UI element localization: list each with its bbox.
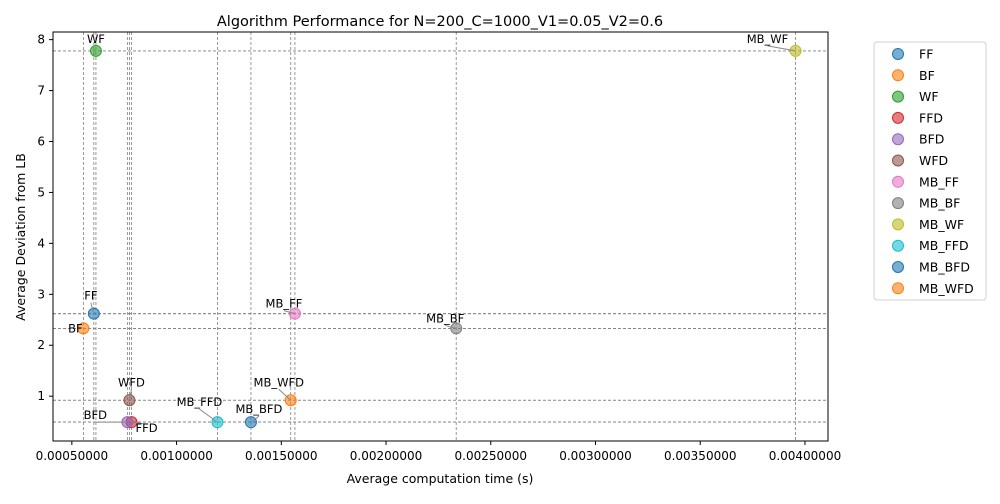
annotation-arrow-mb-wf <box>767 45 796 52</box>
legend-box <box>873 41 987 301</box>
x-tick-label: 0.00300000 <box>559 449 632 463</box>
legend-marker-mb-wf <box>892 218 904 231</box>
x-tick-label: 0.00150000 <box>245 449 318 463</box>
legend-label-mb-bfd: MB_BFD <box>919 260 970 275</box>
legend-marker-mb-ffd <box>892 239 904 252</box>
legend-label-mb-ff: MB_FF <box>919 174 959 189</box>
annotation-arrow-mb-bf <box>445 324 457 329</box>
annotation-arrow-mb-ffd <box>199 408 218 423</box>
legend-marker-ff <box>892 48 904 60</box>
legend: FF BF WF FFD BFD WFD MB_FF MB_BF MB_WF MB_FFD MB_B… <box>873 41 987 301</box>
chart-title: Algorithm Performance for N=200_C=1000_V… <box>217 14 663 30</box>
annotation-arrow-mb-bfd <box>250 415 260 423</box>
point-bf <box>77 322 90 335</box>
point-annotations: FF BF WF FFD BFD WFD MB_FF MB_BF MB_WF MB_FFD MB_B… <box>68 32 796 435</box>
annotation-bfd: BFD <box>84 408 108 422</box>
annotation-wfd: WFD <box>118 375 145 389</box>
reference-lines <box>53 32 828 441</box>
legend-label-mb-wfd: MB_WFD <box>919 281 974 296</box>
y-tick-label: 8 <box>37 33 45 47</box>
y-axis-label: Average Deviation from LB <box>13 153 28 321</box>
legend-marker-bfd <box>892 133 904 146</box>
legend-marker-mb-bfd <box>892 261 904 273</box>
y-tick-label: 7 <box>37 84 45 98</box>
annotation-wf: WF <box>87 32 105 46</box>
legend-marker-wfd <box>892 154 904 167</box>
legend-label-wfd: WFD <box>919 153 948 168</box>
annotation-arrow-mb-wfd <box>278 388 292 401</box>
annotation-mb-wf: MB_WF <box>747 32 789 46</box>
y-tick-label: 1 <box>37 389 45 403</box>
x-axis-label: Average computation time (s) <box>347 471 534 486</box>
y-tick-label: 5 <box>37 185 45 199</box>
annotation-mb-ff: MB_FF <box>266 297 303 311</box>
annotation-ff: FF <box>84 289 97 303</box>
annotation-mb-wfd: MB_WFD <box>254 375 305 389</box>
legend-label-mb-wf: MB_WF <box>919 217 964 232</box>
y-tick-label: 2 <box>37 338 45 352</box>
legend-label-wf: WF <box>919 89 939 104</box>
annotation-mb-ffd: MB_FFD <box>177 395 223 409</box>
x-tick-label: 0.00250000 <box>455 449 528 463</box>
x-tick-label: 0.00050000 <box>36 449 109 463</box>
y-axis-ticks: 1 2 3 4 5 6 7 8 <box>37 33 53 403</box>
legend-marker-bf <box>892 69 904 82</box>
y-tick-label: 6 <box>37 135 45 149</box>
legend-label-ff: FF <box>919 47 933 62</box>
legend-marker-ffd <box>892 111 904 124</box>
annotation-ffd: FFD <box>136 421 158 435</box>
legend-label-bfd: BFD <box>919 132 944 147</box>
legend-label-mb-ffd: MB_FFD <box>919 238 969 253</box>
x-tick-label: 0.00200000 <box>350 449 423 463</box>
legend-label-mb-bf: MB_BF <box>919 196 960 211</box>
point-wf <box>89 44 102 57</box>
plot-frame <box>52 31 829 442</box>
annotation-arrow-ff <box>90 302 95 314</box>
x-tick-label: 0.00100000 <box>140 449 213 463</box>
legend-label-ffd: FFD <box>919 110 943 125</box>
legend-marker-wf <box>892 90 904 103</box>
legend-marker-mb-bf <box>892 197 904 210</box>
x-axis-ticks: 0.00050000 0.00100000 0.00150000 0.00200000… <box>36 441 842 463</box>
x-tick-label: 0.00350000 <box>664 449 737 463</box>
y-tick-label: 3 <box>37 287 45 301</box>
annotation-mb-bfd: MB_BFD <box>235 402 282 416</box>
annotation-arrow-mb-ff <box>283 310 296 315</box>
y-tick-label: 4 <box>37 236 45 250</box>
legend-marker-mb-ff <box>892 175 904 188</box>
data-points <box>77 44 802 429</box>
legend-label-bf: BF <box>919 68 935 83</box>
x-tick-label: 0.00400000 <box>769 449 842 463</box>
legend-marker-mb-wfd <box>892 282 904 295</box>
annotation-mb-bf: MB_BF <box>426 311 464 325</box>
annotation-arrow-ffd <box>131 421 147 425</box>
annotation-bf: BF <box>68 321 83 335</box>
annotation-arrow-wfd <box>128 389 132 401</box>
